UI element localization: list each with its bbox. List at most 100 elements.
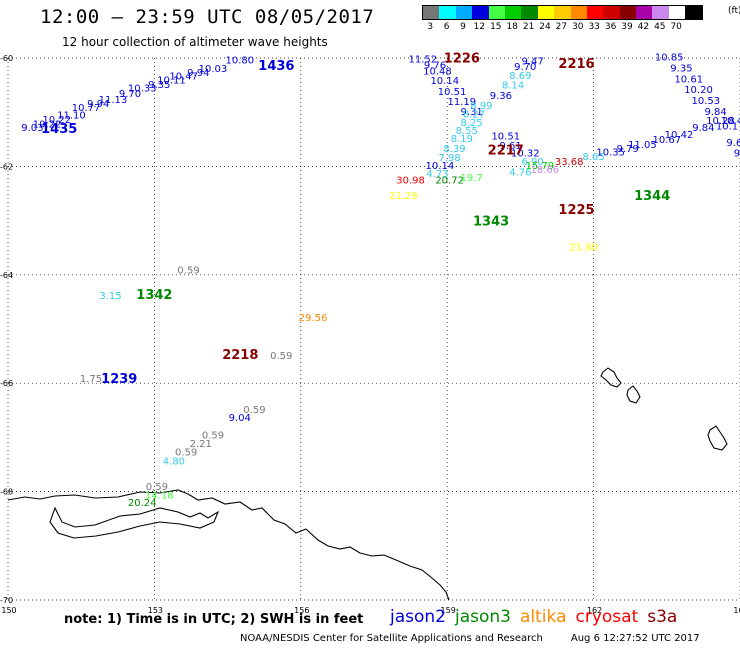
- swh-value: 8.27: [463, 110, 485, 121]
- swh-value: 20.72: [435, 176, 464, 187]
- pass-time: 1344: [634, 189, 670, 204]
- color-scale-swatches: [422, 5, 703, 20]
- lat-tick-label: -66: [0, 379, 13, 388]
- color-scale-label: 30: [572, 22, 584, 32]
- swh-value: 0.59: [202, 430, 224, 441]
- swh-value: 11.19: [448, 97, 477, 108]
- color-scale-label: 12: [473, 22, 486, 32]
- note-text: note: 1) Time is in UTC; 2) SWH is in fe…: [64, 612, 364, 627]
- swh-value: 29.56: [299, 313, 328, 324]
- swh-value: 8.65: [582, 152, 604, 163]
- swh-value: 9.35: [670, 64, 692, 75]
- swh-value: 8.25: [460, 118, 482, 129]
- color-swatch: [554, 6, 571, 19]
- color-scale-label: 15: [490, 22, 502, 32]
- pass-time: 2216: [558, 57, 594, 72]
- island-balleny-3: [707, 425, 728, 451]
- swh-value: 0.59: [270, 351, 292, 362]
- lon-tick-label: 159: [441, 606, 456, 615]
- color-swatch: [439, 6, 456, 19]
- legend-altika: altika: [520, 607, 567, 627]
- swh-value: 10.28: [706, 116, 735, 127]
- color-scale-label: 42: [637, 22, 650, 32]
- legend-cryosat: cryosat: [575, 607, 639, 627]
- color-swatch: [472, 6, 489, 19]
- swh-value: 0.59: [146, 482, 168, 493]
- swh-value: 10.51: [491, 131, 520, 142]
- color-scale-label: 24: [539, 22, 551, 32]
- swh-value: 9.03: [21, 123, 43, 134]
- swh-value: 33.68: [555, 157, 584, 168]
- page-title: 12:00 – 23:59 UTC 08/05/2017: [40, 6, 375, 28]
- pass-time: 1226: [444, 51, 480, 66]
- swh-value: 9.94: [187, 68, 209, 79]
- swh-value: 14.18: [145, 491, 174, 502]
- swh-value: 0.59: [243, 405, 265, 416]
- pass-time: 1239: [101, 372, 137, 387]
- color-scale-label: 21: [522, 22, 535, 32]
- swh-value: 21.80: [570, 242, 599, 253]
- color-scale-label: 70: [670, 22, 682, 32]
- coastline-inlet: [49, 506, 220, 539]
- lon-tick-label: 153: [148, 606, 163, 615]
- swh-value: 10.32: [511, 149, 540, 160]
- swh-value: 9.04: [229, 413, 251, 424]
- color-swatch: [570, 6, 587, 19]
- legend-s3a: s3a: [647, 607, 678, 627]
- swh-value: 10.17: [716, 122, 740, 133]
- land-coastline: [7, 367, 728, 601]
- swh-value: 9.64: [726, 138, 740, 149]
- swh-value: 9.61: [500, 141, 522, 152]
- color-swatch: [685, 6, 702, 19]
- color-swatch: [586, 6, 604, 19]
- swh-value: 10.47: [169, 72, 198, 83]
- swh-value: 10.53: [692, 96, 721, 107]
- color-swatch: [636, 6, 653, 19]
- lon-tick-label: 162: [587, 606, 602, 615]
- swh-value: 4.80: [163, 457, 185, 468]
- swh-value: 9.76: [424, 60, 446, 71]
- color-swatch: [521, 6, 538, 19]
- color-swatch: [455, 6, 473, 19]
- page-subtitle: 12 hour collection of altimeter wave hei…: [62, 35, 328, 49]
- swh-value: 9.70: [514, 62, 536, 73]
- color-scale-label: 45: [654, 22, 666, 32]
- swh-value: 10.49: [721, 116, 740, 127]
- swh-value: 9.79: [617, 144, 639, 155]
- pass-time: 2217: [488, 143, 524, 158]
- swh-value: 10.51: [438, 87, 467, 98]
- lat-tick-label: -68: [0, 488, 13, 497]
- swh-value: 8.69: [509, 71, 531, 82]
- legend-jason3: jason3: [455, 607, 511, 627]
- lon-tick-label: 150: [1, 606, 16, 615]
- swh-value: 10.11: [157, 75, 186, 86]
- swh-value: 10.22: [33, 119, 62, 130]
- swh-value: 8.14: [502, 80, 524, 91]
- color-scale-label: 9: [460, 22, 466, 32]
- color-swatch: [652, 6, 669, 19]
- swh-value: 4.73: [426, 169, 448, 180]
- swh-value: 10.03: [199, 64, 228, 75]
- lon-tick-label: 165: [733, 606, 740, 615]
- swh-value: 10.35: [596, 148, 625, 159]
- swh-value: 2.21: [190, 439, 212, 450]
- pass-time: 1225: [558, 203, 594, 218]
- swh-value: 4.76: [509, 168, 531, 179]
- swh-value: 19.7: [460, 173, 482, 184]
- color-swatch: [537, 6, 555, 19]
- color-scale-labels: 3 6 9 12 15 18 21 24 27 30 33 36 39 42 45 70: [422, 22, 703, 34]
- lat-tick-label: -60: [0, 54, 13, 63]
- pass-time: 1436: [258, 59, 294, 74]
- swh-value: 0.59: [177, 266, 199, 277]
- swh-value: 18.66: [530, 165, 559, 176]
- time-labels: 1436 1435 1226 2216 2217 1225 1344 1343 1342 2218…: [41, 51, 670, 387]
- swh-value: 10.77: [72, 103, 101, 114]
- swh-value: 11.52: [408, 54, 437, 65]
- swh-value: 8.19: [451, 134, 473, 145]
- footer: NOAA/NESDIS Center for Satellite Applica…: [240, 633, 700, 644]
- color-scale-label: 6: [443, 22, 450, 32]
- swh-value: 9.43: [734, 149, 740, 160]
- swh-value: 10.22: [42, 115, 71, 126]
- swh-value: 10.80: [225, 55, 254, 66]
